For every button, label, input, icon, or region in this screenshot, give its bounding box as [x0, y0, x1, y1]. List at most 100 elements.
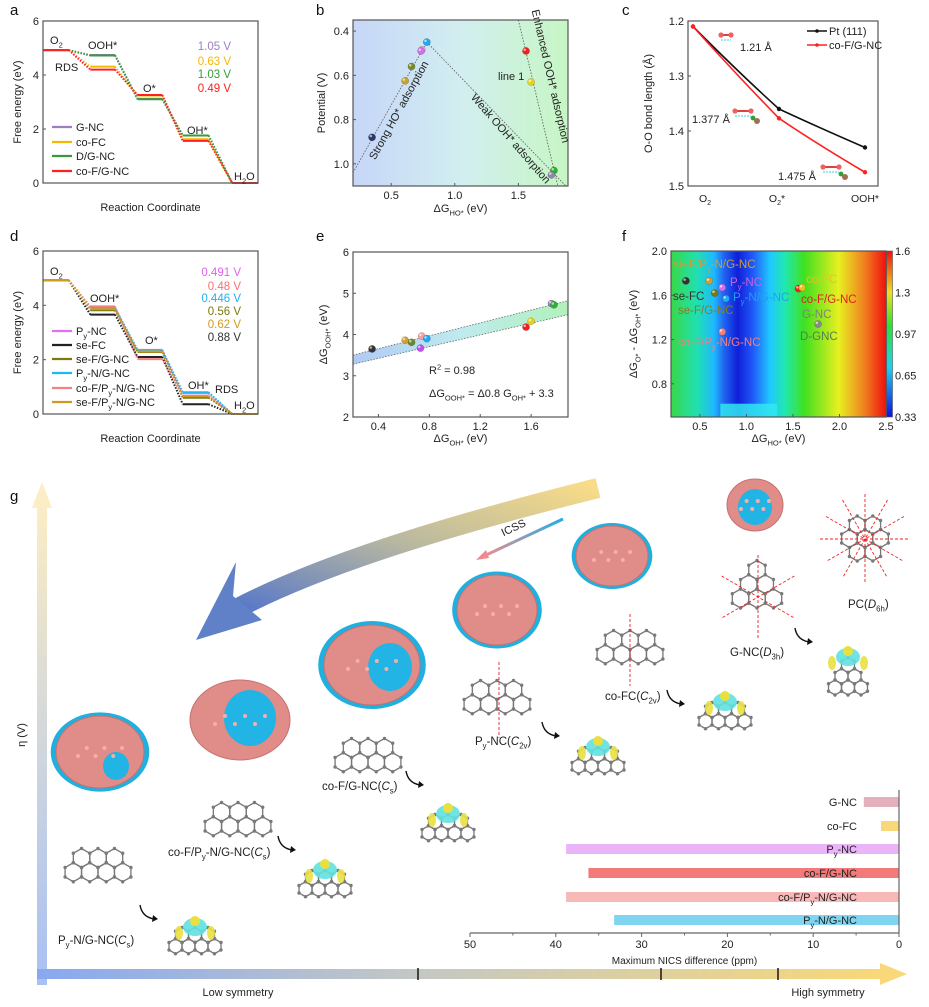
carbon-atom — [342, 895, 347, 899]
legend-marker — [815, 43, 819, 47]
text-part: ΔG — [752, 433, 768, 445]
carbon-atom — [349, 736, 354, 741]
text-part: 3 — [343, 371, 349, 383]
panel-label-f: f — [622, 228, 627, 245]
surface-bump — [761, 507, 766, 511]
carbon-atom — [749, 715, 753, 720]
text-part: (eV) — [628, 290, 640, 314]
text-part: y — [834, 849, 838, 858]
x-axis-label: ΔGOH* (eV) — [434, 433, 488, 447]
carbon-atom — [399, 765, 403, 769]
text-part: 0.97 — [895, 329, 916, 341]
y-axis-label: Free energy (eV) — [12, 60, 24, 143]
carbon-atom — [336, 891, 340, 895]
step-label: O* — [143, 83, 157, 95]
y-axis-label: Free energy (eV) — [12, 291, 24, 374]
text-part: 0.63 V — [198, 56, 232, 68]
text-part: y — [738, 282, 742, 291]
energy-connector — [114, 55, 139, 100]
data-point-highlight — [409, 63, 412, 67]
carbon-atom — [528, 697, 532, 702]
data-point — [522, 47, 530, 55]
carbon-atom — [859, 670, 863, 675]
surface-bump — [233, 722, 237, 726]
carbon-ring — [447, 824, 462, 842]
text-part: P — [733, 292, 741, 304]
text-part: 1.2 — [652, 335, 667, 347]
carbon-atom — [446, 827, 450, 832]
carbon-atom — [236, 819, 240, 824]
carbon-atom — [871, 559, 875, 563]
carbon-atom — [439, 839, 444, 843]
substrate-atom-icon — [754, 118, 760, 124]
panel-label-c: c — [622, 2, 630, 19]
text-part: 1.377 Å — [692, 113, 731, 126]
legend-label: se-F/G-NC — [76, 354, 129, 366]
carbon-atom — [120, 880, 125, 884]
carbon-atom — [710, 723, 714, 727]
carbon-ring — [612, 643, 631, 665]
transition-arrowhead-icon — [554, 732, 560, 739]
carbon-atom — [603, 643, 608, 647]
carbon-atom — [478, 678, 483, 683]
text-part: 30 — [635, 939, 647, 951]
esp-structure — [297, 859, 353, 899]
y-tick-label: 6 — [33, 246, 39, 258]
orbital-lobe — [610, 746, 618, 760]
text-part: 0.5 — [384, 190, 399, 202]
carbon-atom — [723, 723, 727, 727]
carbon-ring — [168, 937, 183, 955]
text-part: 0.446 V — [201, 293, 241, 305]
surface-bump — [111, 754, 116, 758]
step-label: O2 — [50, 35, 63, 49]
carbon-atom — [865, 689, 870, 693]
energy-connector — [161, 358, 184, 397]
carbon-atom — [495, 697, 499, 702]
carbon-ring — [460, 824, 475, 842]
carbon-atom — [852, 667, 857, 671]
transition-arrow-icon — [666, 689, 682, 705]
surface-bump — [739, 507, 743, 511]
carbon-ring — [421, 824, 436, 842]
carbon-atom — [341, 751, 346, 755]
carbon-atom — [839, 682, 844, 686]
text-part: RDS — [55, 62, 78, 74]
energy-connector — [114, 68, 139, 96]
text-part: - — [628, 344, 640, 354]
carbon-ring — [97, 861, 116, 883]
legend-label: D/G-NC — [76, 151, 115, 163]
colorbar-tick-label: 0.33 — [895, 412, 916, 424]
text-part: PC — [848, 599, 864, 611]
carbon-ring — [496, 693, 515, 715]
carbon-atom — [886, 532, 891, 536]
y-tick-label: 2 — [343, 412, 349, 424]
text-part: G-NC — [829, 797, 857, 809]
text-part: O — [769, 193, 777, 205]
carbon-atom — [63, 875, 67, 879]
x-tick-label: 1.0 — [447, 190, 462, 202]
step-label: OOH* — [90, 293, 120, 305]
text-part: s — [126, 940, 130, 949]
data-point-highlight — [424, 336, 427, 339]
text-part: ΔG — [434, 203, 450, 215]
energy-connector — [161, 94, 184, 142]
carbon-atom — [374, 751, 378, 755]
carbon-atom — [193, 948, 197, 952]
text-part: HO* — [767, 438, 781, 447]
icss-arrow — [483, 517, 564, 558]
data-point-highlight — [799, 285, 803, 288]
data-point — [718, 327, 727, 336]
carbon-atom — [236, 800, 240, 805]
carbon-atom — [219, 819, 224, 824]
surface-bump — [102, 746, 107, 750]
molecule-label: Py-N/G-NC(Cs) — [58, 935, 134, 949]
text-part: y — [741, 297, 745, 306]
carbon-atom — [716, 712, 721, 716]
carbon-atom — [104, 880, 108, 884]
icss-isosurface — [452, 571, 542, 649]
text-part: -NC — [487, 736, 507, 748]
carbon-atom — [878, 554, 883, 559]
data-point — [798, 283, 807, 292]
carbon-atom — [219, 800, 224, 805]
y-tick-label: 0.4 — [334, 26, 349, 38]
